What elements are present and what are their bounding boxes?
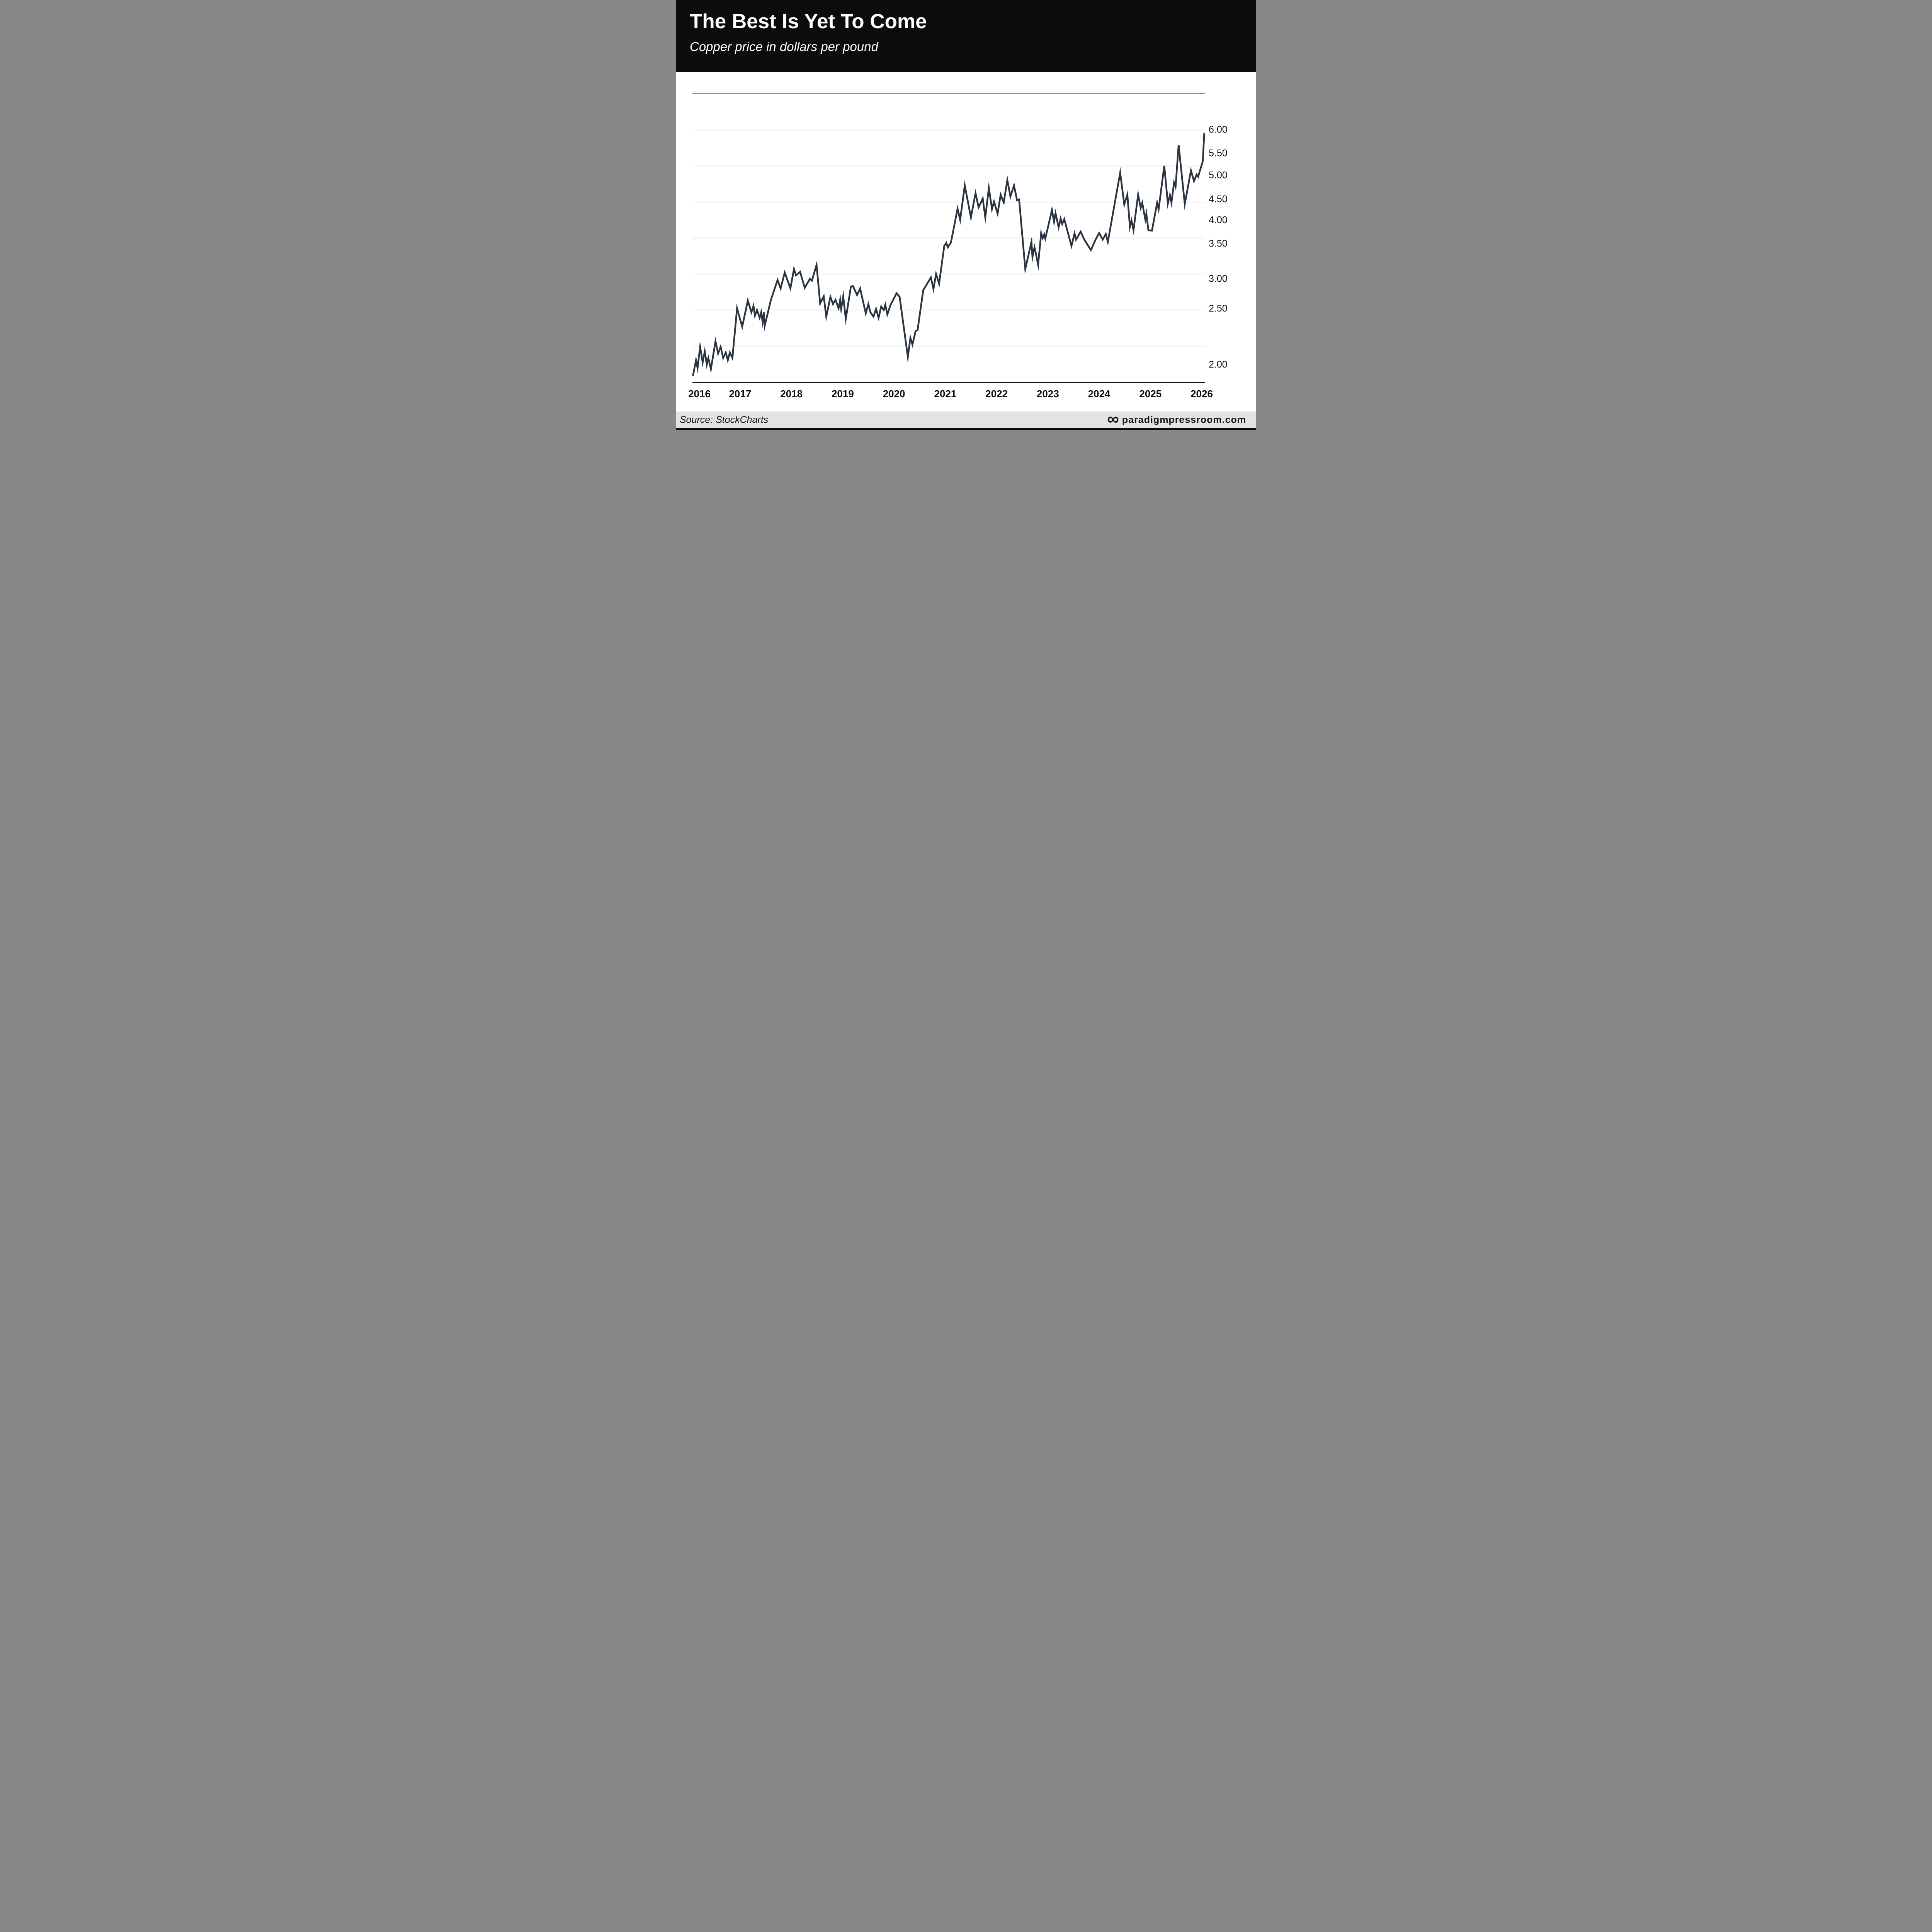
- y-tick-label: 2.00: [1209, 359, 1228, 370]
- x-year-label: 2016: [688, 388, 711, 400]
- x-year-label: 2019: [831, 388, 854, 400]
- chart-region: 6.00 5.50 5.00 4.50 4.00 3.50 3.00 2.50 2.00 201…: [676, 0, 1256, 430]
- x-year-label: 2024: [1088, 388, 1111, 400]
- brand: ∞ paradigmpressroom.com: [1107, 410, 1246, 429]
- y-tick-label: 3.00: [1209, 273, 1228, 284]
- source-label: Source: StockCharts: [680, 414, 769, 425]
- y-tick-label: 5.50: [1209, 148, 1228, 159]
- footer: Source: StockCharts ∞ paradigmpressroom.…: [676, 410, 1256, 429]
- x-year-label: 2026: [1190, 388, 1213, 400]
- x-year-label: 2018: [780, 388, 803, 400]
- x-year-label: 2020: [883, 388, 905, 400]
- brand-label: paradigmpressroom.com: [1122, 414, 1246, 425]
- x-year-label: 2017: [729, 388, 752, 400]
- x-year-label: 2022: [985, 388, 1008, 400]
- price-chart-svg: [692, 93, 1205, 383]
- header: The Best Is Yet To Come Copper price in …: [676, 0, 1256, 72]
- y-tick-label: 2.50: [1209, 303, 1228, 314]
- y-tick-label: 4.50: [1209, 194, 1228, 205]
- price-line: [692, 133, 1205, 376]
- y-tick-label: 4.00: [1209, 214, 1228, 226]
- y-tick-label: 3.50: [1209, 238, 1228, 249]
- page-subtitle: Copper price in dollars per pound: [690, 39, 878, 54]
- copper-price-chart-page: The Best Is Yet To Come Copper price in …: [676, 0, 1256, 430]
- gridlines: [692, 129, 1205, 347]
- y-tick-label: 6.00: [1209, 124, 1228, 135]
- x-year-label: 2023: [1036, 388, 1059, 400]
- bottom-strip: [676, 428, 1256, 430]
- y-tick-label: 5.00: [1209, 170, 1228, 181]
- x-year-label: 2021: [934, 388, 957, 400]
- x-year-label: 2025: [1139, 388, 1162, 400]
- page-title: The Best Is Yet To Come: [690, 10, 927, 33]
